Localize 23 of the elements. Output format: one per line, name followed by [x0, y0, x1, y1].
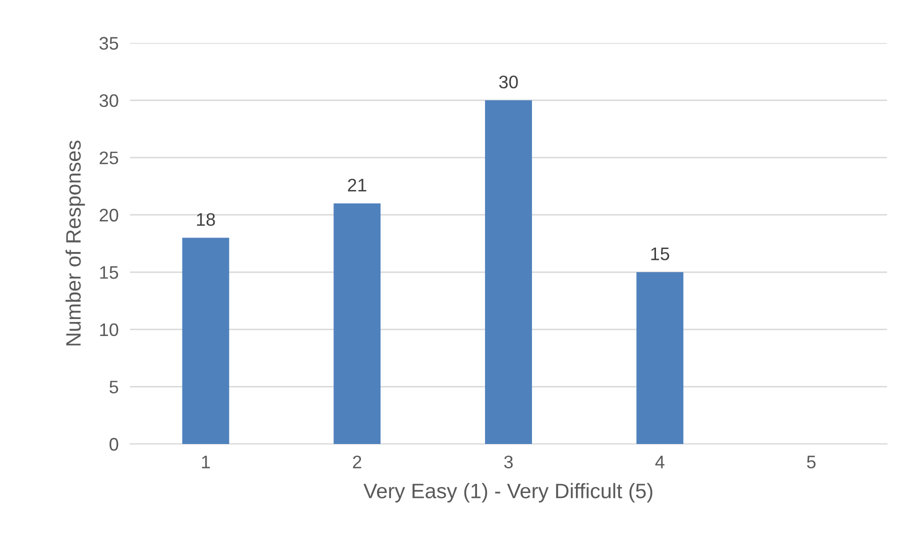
x-tick-label: 5 [807, 456, 816, 468]
y-axis-title: Number of Responses [66, 140, 85, 346]
bar [334, 203, 381, 444]
y-tick-label: 30 [99, 94, 118, 108]
x-tick-label: 2 [352, 456, 362, 468]
y-tick-label: 20 [100, 208, 118, 222]
y-tick-label: 15 [100, 266, 118, 279]
data-label: 18 [197, 213, 215, 226]
x-axis-title: Very Easy (1) - Very Difficult (5) [363, 483, 652, 502]
y-tick-label: 25 [100, 152, 118, 164]
data-label: 21 [348, 178, 366, 192]
bar [485, 100, 532, 444]
x-tick-label: 1 [202, 456, 210, 468]
bar [636, 272, 684, 444]
x-tick-label: 4 [655, 456, 664, 468]
data-label: 15 [651, 248, 670, 260]
y-tick-label: 10 [100, 323, 118, 336]
data-label: 30 [499, 76, 518, 88]
y-tick-label: 35 [99, 36, 118, 50]
y-tick-label: 0 [110, 438, 118, 451]
x-tick-label: 3 [504, 456, 513, 468]
bar [182, 238, 230, 444]
y-tick-label: 5 [110, 380, 118, 394]
